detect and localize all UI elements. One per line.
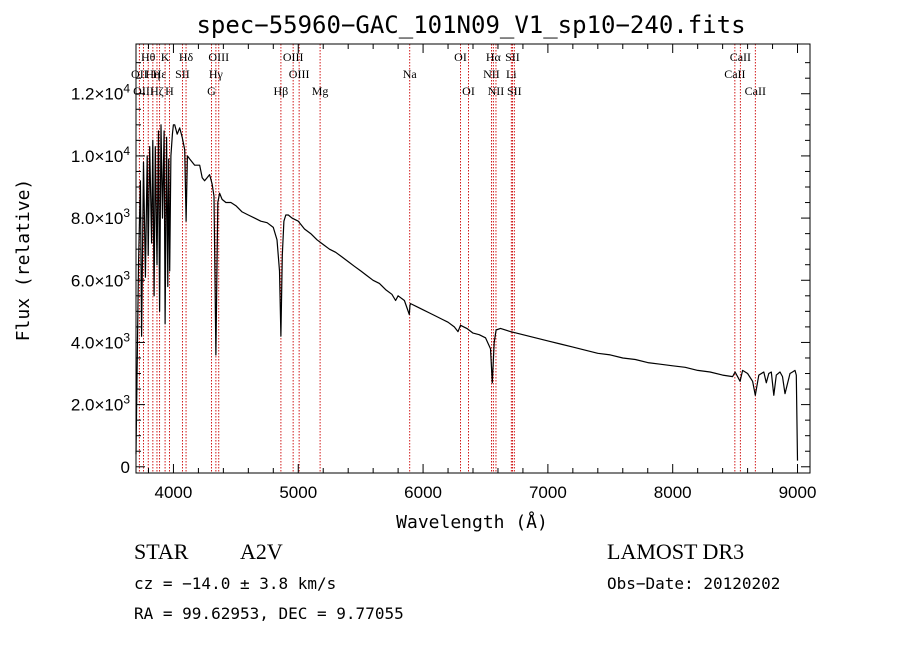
spectral-line-label: Mg	[312, 84, 329, 98]
spectral-line-label: Na	[403, 67, 418, 81]
y-tick-label: 2.0×103	[71, 393, 130, 415]
x-tick-label: 8000	[654, 483, 692, 502]
spectral-line-label: OIII	[133, 84, 154, 98]
spectral-line-label: Li	[506, 67, 517, 81]
y-tick-label: 1.2×104	[71, 82, 130, 104]
spectral-line-label: SII	[175, 67, 190, 81]
y-axis-ticks: 0 2.0×103 4.0×103 6.0×103 8.0×103 1.0×104 1.2×…	[71, 62, 810, 477]
y-axis-label: Flux (relative)	[13, 179, 34, 342]
spectral-line-label: K	[161, 50, 170, 64]
spectral-line-label: OIII	[289, 67, 310, 81]
x-tick-label: 9000	[779, 483, 817, 502]
spectral-line-markers	[138, 44, 756, 473]
y-tick-label: 0	[121, 458, 130, 477]
x-tick-label: 5000	[279, 483, 317, 502]
spectral-line-label: NII	[488, 84, 505, 98]
spectral-line-label: OI	[454, 50, 467, 64]
redshift-value: cz = −14.0 ± 3.8 km/s	[134, 574, 336, 593]
y-tick-label: 1.0×104	[71, 144, 130, 166]
spectral-line-label: OIII	[283, 50, 304, 64]
object-class: STAR	[134, 539, 189, 564]
y-tick-label: 8.0×103	[71, 206, 130, 228]
spectral-line-label: Hβ	[274, 84, 289, 98]
spectral-line-label: Hε	[153, 67, 167, 81]
x-tick-label: 4000	[155, 483, 193, 502]
x-tick-label: 7000	[529, 483, 567, 502]
spectral-line-label: OIII	[208, 50, 229, 64]
spectral-line-label: Hγ	[209, 67, 224, 81]
observation-date: Obs−Date: 20120202	[607, 574, 780, 593]
spectral-line-label: OI	[462, 84, 475, 98]
y-tick-label: 6.0×103	[71, 268, 130, 290]
spectral-line-label: Hζ	[150, 84, 164, 98]
chart-title: spec−55960−GAC_101N09_V1_sp10−240.fits	[196, 11, 745, 39]
spectral-line-label: CaII	[730, 50, 751, 64]
spectral-line-label: Hθ	[141, 50, 156, 64]
x-axis-ticks: 4000 5000 6000 7000 8000 9000	[147, 44, 817, 502]
y-tick-label: 4.0×103	[71, 330, 130, 352]
spectral-line-label: Hδ	[179, 50, 194, 64]
object-subclass: A2V	[240, 539, 283, 564]
spectral-line-label: OII	[131, 67, 148, 81]
spectral-line-label: Hα	[486, 50, 502, 64]
plot-frame	[135, 43, 811, 474]
coordinates: RA = 99.62953, DEC = 9.77055	[134, 604, 404, 623]
spectral-line-label: G	[207, 84, 216, 98]
spectral-line-label: NII	[483, 67, 500, 81]
spectral-line-label: CaII	[745, 84, 766, 98]
spectral-line-label: Hη	[145, 67, 160, 81]
x-tick-label: 6000	[404, 483, 442, 502]
x-axis-label: Wavelength (Å)	[396, 511, 548, 533]
spectral-line-label: CaII	[724, 67, 745, 81]
spectral-line-label: H	[165, 84, 174, 98]
survey-name: LAMOST DR3	[607, 539, 744, 564]
spectral-line-label: SII	[507, 84, 522, 98]
spectral-line-label: SII	[505, 50, 520, 64]
spectrum-series-line	[135, 124, 799, 461]
